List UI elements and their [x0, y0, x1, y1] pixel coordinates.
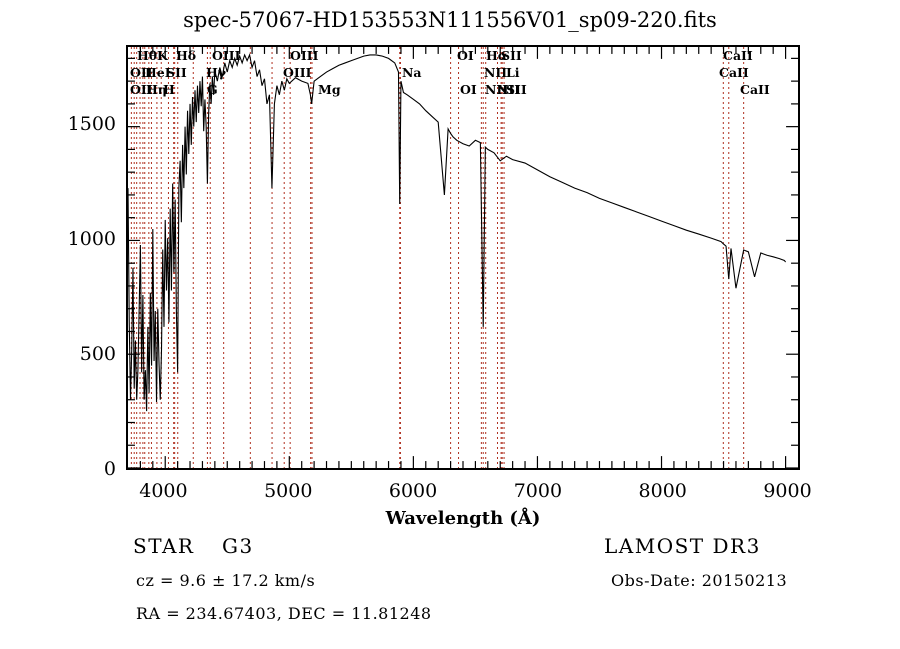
spectral-line-label: Hδ — [176, 48, 197, 63]
footer-object-type: STAR — [133, 534, 195, 558]
spectral-line-label: Hα — [486, 48, 508, 63]
spectral-line-label: OIII — [283, 65, 312, 80]
spectral-line-label: SII — [506, 82, 527, 97]
spectral-line-label: K — [157, 48, 168, 63]
footer-cz: cz = 9.6 ± 17.2 km/s — [136, 571, 316, 590]
spectral-line-label: OIII — [212, 48, 241, 63]
figure-title: spec-57067-HD153553N111556V01_sp09-220.f… — [183, 8, 717, 32]
spectral-line-label: H — [163, 82, 175, 97]
spectral-line-label: CaII — [723, 48, 753, 63]
spectral-line-label: HeI — [145, 65, 171, 80]
spectral-line-label: Hη — [146, 82, 167, 97]
spectrum-trace — [128, 47, 798, 468]
footer-coordinates: RA = 234.67403, DEC = 11.81248 — [136, 604, 432, 623]
spectral-line-label: Li — [506, 65, 520, 80]
x-tick-label: 4000 — [139, 480, 188, 502]
y-tick-label: 0 — [103, 458, 116, 480]
plot-area: Flux (relative) — [126, 45, 800, 470]
y-tick-label: 1000 — [67, 228, 116, 251]
axis-ticks-layer — [128, 47, 798, 468]
spectral-line-label: NII — [497, 82, 521, 97]
spectral-line-label: OI — [457, 48, 474, 63]
spectral-line-label: Na — [402, 65, 422, 80]
y-tick-label: 1500 — [67, 113, 116, 136]
spectral-line-label: OIII — [290, 48, 319, 63]
x-tick-label: 5000 — [264, 480, 313, 502]
x-axis-label: Wavelength (Å) — [385, 508, 541, 529]
y-tick-label: 500 — [79, 343, 116, 366]
spectral-line-label: OII — [130, 65, 153, 80]
x-tick-label: 7000 — [513, 480, 563, 502]
spectral-line-label: G — [207, 82, 218, 97]
spectral-line-label: SII — [166, 65, 187, 80]
spectral-line-label: Hγ — [206, 65, 227, 80]
spectral-line-label: NII — [485, 82, 509, 97]
spectral-line-label: SII — [501, 48, 522, 63]
spectral-line-label: CaII — [740, 82, 770, 97]
x-tick-label: 8000 — [638, 480, 687, 502]
footer-spectral-class: G3 — [222, 534, 254, 558]
spectral-line-label: OII — [130, 82, 153, 97]
x-tick-label: 9000 — [763, 480, 812, 502]
spectral-line-label: Hθ — [137, 48, 158, 63]
spectral-line-label: Mg — [318, 82, 341, 97]
footer-survey: LAMOST DR3 — [604, 534, 761, 558]
footer-obs-date: Obs-Date: 20150213 — [611, 571, 788, 590]
spectral-line-label: NII — [484, 65, 508, 80]
x-tick-label: 6000 — [388, 480, 438, 502]
spectral-line-label: CaII — [719, 65, 749, 80]
spectral-line-label: OI — [460, 82, 477, 97]
